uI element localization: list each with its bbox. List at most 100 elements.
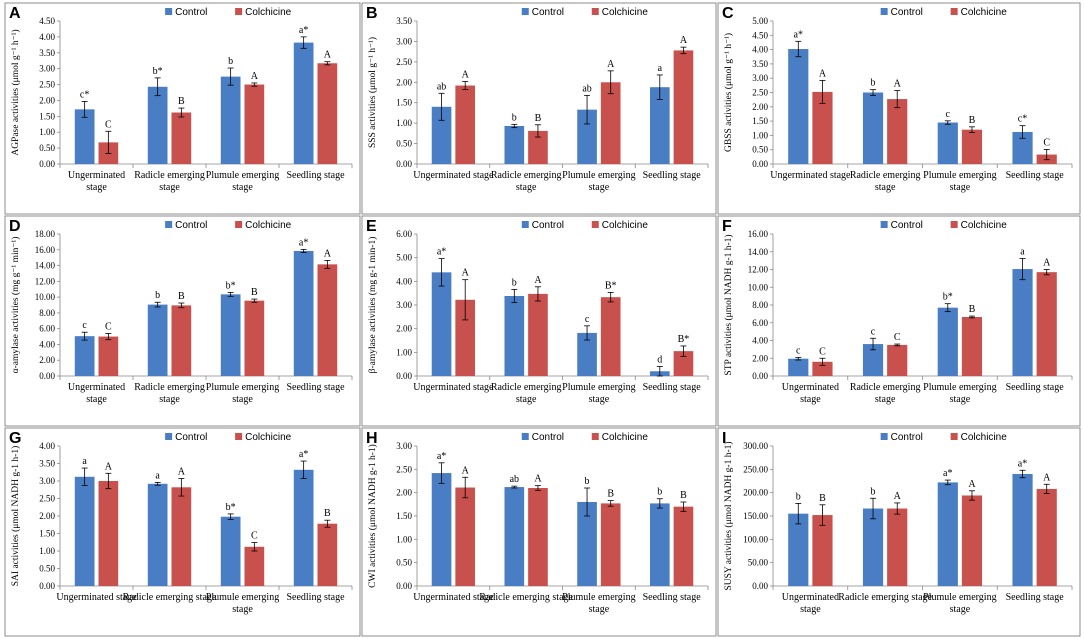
y-tick-label: 0.00 — [39, 581, 55, 591]
y-tick-label: 3.00 — [396, 441, 412, 451]
significance-label: A — [105, 461, 113, 472]
significance-label: ab — [437, 81, 446, 92]
legend-colchicine-swatch — [950, 8, 958, 15]
y-tick-label: 2.50 — [752, 88, 768, 98]
y-tick-label: 200.00 — [743, 488, 768, 498]
y-tick-label: 1.50 — [39, 529, 55, 539]
y-tick-label: 8.00 — [752, 300, 768, 310]
y-tick-label: 0.50 — [396, 139, 412, 149]
legend-colchicine-swatch — [235, 433, 243, 440]
y-tick-label: 12.00 — [35, 276, 56, 286]
legend-colchicine-swatch — [950, 433, 958, 440]
x-tick-label: stage — [875, 182, 896, 193]
significance-label: B — [178, 96, 185, 107]
legend-colchicine-swatch — [591, 433, 599, 440]
x-tick-label: Ungerminated — [782, 592, 839, 603]
x-tick-label: Seedling stage — [1006, 382, 1065, 393]
y-tick-label: 3.00 — [396, 36, 412, 46]
panel-b-letter: B — [366, 5, 378, 22]
y-tick-label: 0.00 — [39, 159, 55, 169]
y-tick-label: 0.50 — [396, 558, 412, 568]
x-tick-label: stage — [232, 394, 253, 405]
y-tick-label: 1.50 — [39, 111, 55, 121]
bar-colchicine — [600, 503, 621, 586]
legend-control-swatch — [165, 8, 173, 15]
bar-colchicine — [600, 297, 621, 376]
bar-colchicine — [244, 546, 265, 586]
x-tick-label: stage — [589, 604, 610, 615]
panel-f: F Control Colchicine 0.00 2.00 4.00 6.00 8.00 10… — [717, 215, 1081, 427]
x-tick-label: Radicle emerging — [850, 170, 921, 181]
significance-label: b* — [153, 66, 163, 77]
bar-control — [577, 332, 597, 376]
y-tick-label: 5.00 — [396, 253, 412, 263]
significance-label: B — [251, 287, 258, 298]
bar-colchicine — [171, 487, 192, 586]
y-tick-label: 1.00 — [752, 130, 768, 140]
significance-label: A — [324, 248, 332, 259]
bar-control — [293, 42, 314, 165]
y-tick-label: 0.50 — [39, 564, 55, 574]
significance-label: C — [105, 321, 112, 332]
bar-control — [788, 513, 809, 586]
y-tick-label: 4.00 — [39, 441, 55, 451]
legend-control-swatch — [880, 8, 888, 15]
panel-e: E Control Colchicine 0.00 1.00 2.00 3.00 4.00 5.… — [361, 215, 717, 427]
bar-control — [293, 469, 314, 586]
significance-label: B — [969, 115, 976, 126]
x-tick-label: Seedling stage — [643, 170, 702, 181]
bar-colchicine — [244, 300, 265, 376]
panel-i: I Control Colchicine 0.00 50.00 100.00 150.00 2… — [717, 427, 1081, 637]
significance-label: B — [178, 291, 185, 302]
x-tick-label: Plumule emerging — [206, 382, 279, 393]
bar-control — [577, 109, 597, 164]
bar-control — [862, 92, 884, 164]
legend-control-label: Control — [891, 432, 923, 443]
legend-control-swatch — [521, 221, 529, 228]
bar-colchicine — [98, 336, 119, 376]
significance-label: a — [155, 470, 160, 481]
panel-i-frame — [717, 427, 1081, 637]
y-tick-label: 5.00 — [752, 16, 768, 26]
y-tick-label: 50.00 — [748, 558, 769, 568]
y-tick-label: 12.00 — [748, 265, 769, 275]
bar-control — [147, 483, 168, 586]
significance-label: b — [585, 476, 590, 487]
y-tick-label: 2.00 — [752, 102, 768, 112]
y-axis-title: GBSS activities (μmol g⁻¹ h⁻¹) — [723, 33, 734, 152]
x-tick-label: stage — [159, 394, 180, 405]
panel-f-frame — [717, 215, 1081, 427]
significance-label: d — [657, 355, 662, 366]
y-tick-label: 8.00 — [39, 308, 55, 318]
x-tick-label: Seedling stage — [286, 170, 345, 181]
y-tick-label: 0.00 — [396, 581, 412, 591]
significance-label: b — [871, 486, 876, 497]
y-axis-title: AGPase activities (μmol g⁻¹ h⁻¹) — [10, 29, 21, 155]
y-tick-label: 1.00 — [39, 546, 55, 556]
panel-f-letter: F — [722, 218, 732, 235]
bar-control — [147, 304, 168, 376]
x-tick-label: Plumule emerging — [206, 170, 279, 181]
significance-label: C — [894, 332, 901, 343]
significance-label: B — [969, 304, 976, 315]
x-tick-label: Seedling stage — [643, 382, 702, 393]
y-tick-label: 2.50 — [39, 80, 55, 90]
bar-control — [788, 49, 809, 164]
x-tick-label: stage — [950, 604, 971, 615]
x-tick-label: Radicle emerging — [491, 170, 562, 181]
bar-control — [504, 296, 525, 376]
y-tick-label: 16.00 — [748, 229, 769, 239]
bar-colchicine — [98, 481, 119, 586]
significance-label: a* — [943, 468, 952, 479]
x-tick-label: Plumule emerging — [206, 592, 279, 603]
panel-e-letter: E — [366, 218, 377, 235]
bar-control — [1012, 269, 1033, 376]
significance-label: b — [228, 56, 233, 67]
bar-colchicine — [317, 523, 338, 586]
significance-label: a — [658, 63, 663, 74]
legend-colchicine-label: Colchicine — [602, 7, 649, 18]
x-tick-label: stage — [516, 394, 537, 405]
x-tick-label: Radicle emerging — [134, 170, 205, 181]
x-tick-label: stage — [589, 394, 610, 405]
significance-label: b* — [943, 292, 953, 303]
